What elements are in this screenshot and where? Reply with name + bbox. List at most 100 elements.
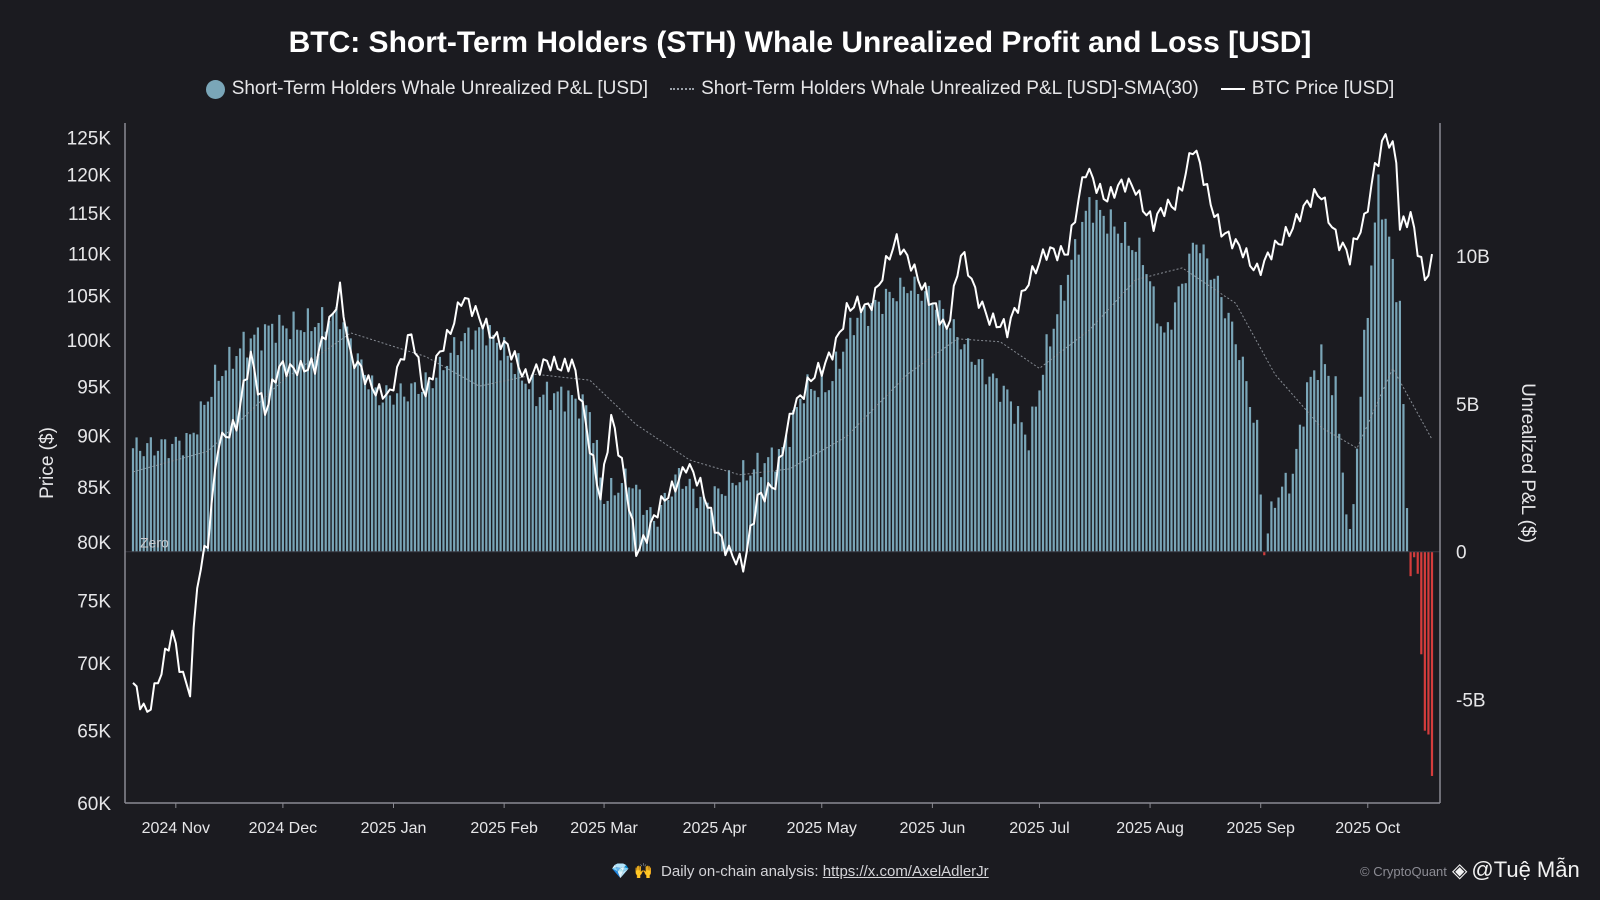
footer-text: Daily on-chain analysis: [661, 863, 819, 880]
pnl-bar [738, 482, 741, 552]
pnl-bar [710, 510, 713, 552]
pnl-bar [210, 396, 213, 552]
x-tick-label: 2025 Feb [470, 820, 538, 837]
pnl-bar [492, 334, 495, 552]
pnl-bar [831, 381, 834, 552]
pnl-bar [892, 298, 895, 552]
pnl-bar [410, 383, 413, 552]
pnl-bar [1416, 551, 1419, 574]
legend-item-sma[interactable]: Short-Term Holders Whale Unrealized P&L … [670, 78, 1199, 100]
pnl-bar [934, 309, 938, 552]
right-axis-ticks: -5B 0 5B 10B [1456, 247, 1490, 711]
pnl-bar [702, 496, 706, 552]
left-tick-label: 120K [67, 165, 112, 186]
pnl-bar [581, 394, 584, 552]
pnl-bar [984, 384, 988, 552]
pnl-bar [874, 299, 877, 552]
pnl-bar [1323, 364, 1327, 552]
pnl-bar [263, 324, 267, 552]
pnl-bar [1213, 278, 1216, 552]
legend-item-pnl[interactable]: Short-Term Holders Whale Unrealized P&L … [205, 78, 648, 100]
pnl-bar [617, 492, 620, 552]
pnl-bar [1034, 406, 1037, 552]
pnl-bar [538, 397, 541, 552]
pnl-bar [602, 503, 606, 552]
pnl-bar [1316, 380, 1319, 552]
pnl-bar [959, 349, 963, 552]
pnl-bar [1006, 389, 1009, 552]
pnl-bar [1099, 209, 1102, 552]
pnl-bar [1013, 423, 1016, 552]
pnl-bar [1248, 407, 1252, 552]
left-tick-label: 100K [67, 331, 112, 352]
pnl-bar [827, 390, 830, 552]
pnl-bar [506, 355, 509, 552]
legend-label-price: BTC Price [USD] [1251, 78, 1395, 99]
pnl-bar [556, 391, 559, 552]
pnl-bar [420, 391, 424, 552]
pnl-bar [1366, 317, 1369, 552]
pnl-bar [335, 306, 338, 552]
pnl-bar [1216, 275, 1219, 552]
pnl-bar [274, 342, 277, 552]
pnl-bar [535, 406, 538, 552]
pnl-bar [727, 470, 731, 552]
pnl-bar [217, 380, 220, 552]
pnl-bar [613, 495, 616, 552]
pnl-bar [592, 443, 595, 552]
pnl-bar [388, 395, 392, 552]
right-tick-label: -5B [1456, 691, 1486, 712]
pnl-bar [1027, 450, 1030, 552]
pnl-bar [577, 418, 581, 552]
pnl-bar [199, 401, 202, 552]
pnl-bar [1377, 174, 1380, 552]
pnl-bar [1009, 401, 1012, 552]
pnl-bar [717, 488, 720, 552]
x-axis-ticks: 2024 Nov 2024 Dec 2025 Jan 2025 Feb 2025 Mar… [142, 803, 1401, 837]
pnl-bar [1184, 283, 1187, 552]
pnl-bar [845, 338, 848, 552]
left-tick-label: 125K [67, 128, 112, 149]
pnl-bar [1095, 199, 1098, 552]
pnl-bar [196, 434, 199, 552]
pnl-bar [656, 526, 659, 552]
pnl-bar [720, 494, 723, 552]
pnl-bar [813, 390, 816, 552]
pnl-bar [1420, 551, 1423, 655]
pnl-bar [267, 325, 270, 552]
pnl-bar [403, 396, 406, 552]
pnl-bar [913, 276, 916, 552]
pnl-bar [1281, 486, 1284, 552]
pnl-bar [271, 323, 274, 552]
pnl-bar [692, 488, 695, 552]
pnl-bar [417, 393, 420, 552]
pnl-bar [1081, 221, 1084, 552]
pnl-bar [610, 477, 613, 552]
pnl-bar [542, 394, 545, 552]
pnl-bar [677, 468, 681, 552]
pnl-bar [1106, 233, 1109, 552]
pnl-bar [688, 478, 691, 552]
pnl-bar [467, 327, 470, 552]
pnl-bar [1252, 422, 1255, 552]
pnl-bar [966, 338, 970, 552]
pnl-bar [817, 397, 820, 552]
pnl-bar [349, 338, 352, 552]
pnl-bar [413, 382, 417, 552]
pnl-bar [1109, 209, 1112, 552]
pnl-bar [249, 338, 252, 552]
pnl-bar [588, 412, 591, 552]
legend-item-price[interactable]: BTC Price [USD] [1220, 78, 1395, 100]
pnl-bar [1163, 332, 1166, 552]
pnl-bar [1195, 244, 1198, 552]
pnl-bar [792, 410, 795, 552]
pnl-bar [888, 291, 891, 552]
pnl-bar [424, 372, 427, 552]
pnl-bar [1423, 551, 1426, 731]
pnl-bar [1370, 265, 1373, 552]
pnl-bar [485, 345, 488, 552]
footer-link[interactable]: https://x.com/AxelAdlerJr [822, 863, 989, 880]
pnl-bar [941, 308, 945, 552]
pnl-bar [1024, 434, 1027, 552]
pnl-bar [649, 507, 652, 552]
